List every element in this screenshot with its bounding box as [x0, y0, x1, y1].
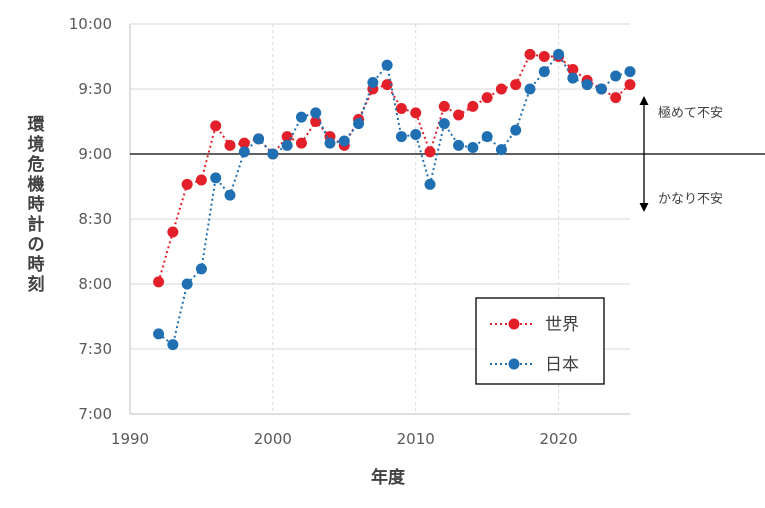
data-point	[510, 124, 522, 136]
y-tick-label: 10:00	[69, 15, 112, 33]
data-point	[210, 172, 222, 184]
series	[153, 48, 636, 351]
data-point	[395, 103, 407, 114]
series-world	[153, 48, 636, 288]
data-point	[424, 146, 436, 158]
arrow-down-icon	[639, 203, 649, 212]
data-point	[181, 178, 193, 190]
x-tick-label: 2020	[539, 430, 577, 448]
data-point	[253, 133, 265, 145]
data-point	[267, 148, 279, 160]
y-tick-label: 8:00	[78, 275, 112, 293]
data-point	[381, 79, 393, 91]
annotation-arrows	[639, 96, 649, 212]
series-line	[157, 52, 631, 347]
y-tick-label: 7:00	[78, 405, 112, 423]
legend-label-japan: 日本	[545, 355, 579, 375]
data-point	[624, 79, 636, 91]
data-point	[481, 131, 493, 143]
y-tick-label: 9:30	[78, 80, 112, 98]
data-point	[567, 72, 579, 84]
data-point	[281, 139, 293, 151]
x-tick-label: 1990	[111, 430, 149, 448]
data-point	[238, 146, 250, 158]
data-point	[153, 276, 165, 288]
data-point	[195, 174, 207, 186]
data-point	[338, 135, 350, 147]
data-point	[567, 64, 579, 75]
data-point	[581, 79, 593, 91]
y-tick-label: 8:30	[78, 210, 112, 228]
tick-labels: 7:00 7:30 8:00 8:30 9:00 9:30 10:00 1990 2000 201…	[69, 15, 578, 448]
data-point	[410, 107, 422, 119]
annotation-upper: 極めて不安	[658, 105, 723, 121]
data-point	[538, 66, 550, 78]
data-point	[281, 131, 293, 143]
legend-marker-japan	[508, 358, 520, 370]
x-tick-label: 2000	[254, 430, 292, 448]
data-point	[224, 189, 236, 201]
data-point	[438, 100, 450, 112]
data-point	[410, 129, 422, 140]
data-point	[510, 79, 522, 91]
data-point	[167, 226, 179, 238]
data-point	[438, 118, 450, 130]
data-point	[295, 137, 307, 149]
data-point	[324, 137, 336, 149]
data-point	[367, 77, 379, 88]
y-tick-label: 7:30	[78, 340, 112, 358]
data-point	[238, 137, 250, 149]
annotation-lower: かなり不安	[658, 192, 723, 207]
data-point	[224, 139, 236, 151]
data-point	[595, 83, 607, 95]
data-point	[453, 139, 465, 151]
data-point	[624, 66, 636, 78]
data-point	[424, 178, 436, 190]
data-point	[210, 120, 222, 132]
data-point	[353, 118, 365, 130]
data-point	[395, 131, 407, 143]
data-point	[453, 109, 465, 121]
data-point	[553, 48, 565, 60]
series-japan	[153, 48, 636, 351]
series-line	[157, 53, 631, 283]
data-point	[181, 278, 193, 290]
data-point	[495, 144, 507, 156]
legend-item-japan: 日本	[490, 355, 579, 375]
data-point	[610, 70, 622, 82]
x-tick-label: 2010	[397, 430, 435, 448]
data-point	[381, 59, 393, 71]
data-point	[167, 339, 179, 351]
data-point	[495, 83, 507, 95]
data-point	[524, 83, 536, 95]
data-point	[524, 48, 536, 60]
legend-label-world: 世界	[545, 315, 579, 335]
data-point	[467, 142, 479, 153]
y-axis-label: 環境危機時計の時刻	[27, 115, 46, 295]
data-point	[538, 51, 550, 62]
data-point	[481, 92, 493, 104]
legend: 世界 日本	[475, 297, 605, 385]
data-point	[467, 100, 479, 112]
x-axis-label: 年度	[371, 467, 406, 488]
axes	[129, 24, 765, 415]
data-point	[310, 107, 322, 119]
y-tick-label: 9:00	[78, 145, 112, 163]
legend-marker-world	[508, 318, 520, 330]
data-point	[153, 328, 165, 340]
data-point	[610, 92, 622, 104]
data-point	[295, 111, 307, 123]
legend-item-world: 世界	[490, 315, 579, 335]
legend-box	[475, 297, 605, 385]
arrow-up-icon	[639, 96, 649, 105]
data-point	[195, 263, 207, 275]
